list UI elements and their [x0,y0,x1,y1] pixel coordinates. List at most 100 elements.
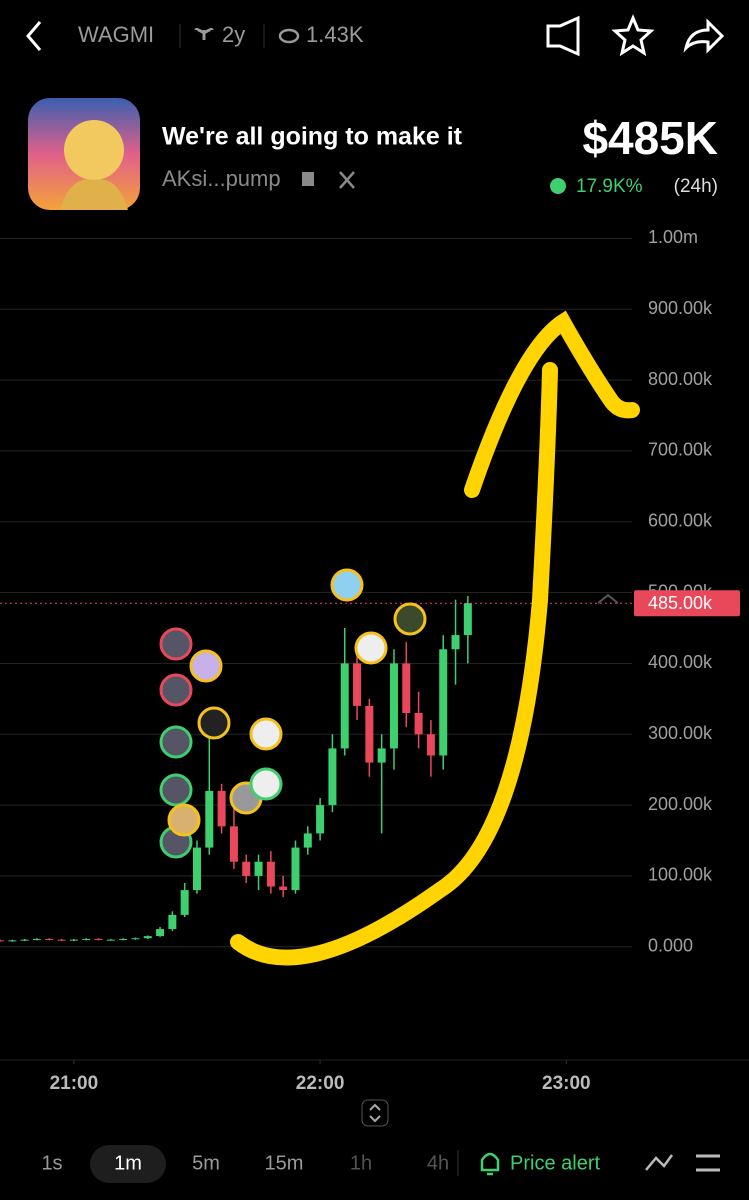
trader-marker [159,725,193,759]
candle-body [69,939,78,941]
trader-marker [330,568,364,602]
interval-option[interactable]: 1s [41,1152,62,1174]
candle-body [340,663,349,749]
token-name: We're all going to make it [162,123,463,151]
age: 2y [222,22,245,47]
expand-button[interactable] [361,1099,389,1127]
candle-body [291,847,300,891]
y-tick-label: 200.00k [648,794,713,814]
candle-body [180,890,189,915]
y-tick-label: 600.00k [648,511,713,531]
candle-body [119,938,128,940]
bell-icon [480,1152,500,1176]
candle-body [439,649,448,756]
eye-icon [278,28,300,44]
avatar-body [60,179,128,210]
y-tick-label: 400.00k [648,652,713,672]
candle-body [328,748,337,806]
price-alert[interactable]: Price alert [510,1152,600,1174]
announce-button[interactable] [546,15,580,57]
candle-body [156,929,165,937]
collapse-icon [597,593,619,604]
candle-body [353,663,362,706]
age-icon [194,27,214,40]
candle-body [168,914,177,930]
x-icon[interactable] [339,171,355,189]
interval-option[interactable]: 1m [114,1152,142,1174]
candle-body [365,705,374,763]
indicator-button[interactable] [645,1154,674,1171]
trader-marker [189,649,223,683]
back-button[interactable] [26,21,42,51]
interval-option[interactable]: 5m [192,1152,220,1174]
share-button[interactable] [683,18,725,54]
settings-button[interactable] [696,1154,720,1172]
copy-icon[interactable] [302,172,314,186]
candle-body [254,861,263,876]
candle-body [402,663,411,713]
candle-body [205,790,214,848]
change-period: (24h) [674,176,718,197]
trader-marker [159,673,193,707]
candle-body [451,635,460,650]
candle-body [32,938,41,940]
interval-option[interactable]: 15m [265,1152,304,1174]
current-price-label: 485.00k [648,593,713,613]
x-tick-label: 22:00 [296,1073,345,1094]
expand-icon [369,1103,381,1123]
candle-body [106,939,115,941]
candle-body [414,713,423,735]
candle-body [45,938,54,940]
toolbar: 1s 1m 5m 15m 1h 4h [41,1145,449,1183]
candle-body [143,936,152,939]
trader-marker [167,803,201,837]
trader-marker [249,717,283,751]
trader-marker [159,773,193,807]
candle-body [57,939,66,941]
candle-body [426,734,435,756]
candle-body [82,938,91,940]
token-handle: AKsi...pump [162,166,281,191]
y-tick-label: 300.00k [648,723,713,743]
chart: 0.000100.00k200.00k300.00k400.00k500.00k… [0,227,740,1094]
interval-option[interactable]: 1h [350,1152,372,1174]
candle-body [316,805,325,834]
candle-body [266,861,275,887]
trader-marker [197,706,231,740]
candle-body [94,938,103,940]
interval-option[interactable]: 4h [427,1152,449,1174]
symbol: WAGMI [78,22,154,47]
trader-marker [354,631,388,665]
annotation-arrow [230,310,640,966]
y-tick-label: 700.00k [648,440,713,460]
x-tick-label: 21:00 [50,1073,99,1094]
current-price-tag [634,590,740,617]
y-tick-label: 1.00m [648,227,698,247]
avatar-face [64,120,124,180]
y-tick-label: 0.000 [648,936,693,956]
active-interval [90,1145,166,1183]
trader-marker [159,627,193,661]
trader-marker [393,602,427,636]
candle-body [229,826,238,862]
candle-body [0,940,4,942]
x-tick-label: 23:00 [542,1073,591,1094]
star-button[interactable] [611,14,655,57]
trader-markers [159,568,427,859]
token-price: $485K [582,112,718,164]
candle-body [131,938,140,940]
y-tick-label: 800.00k [648,369,713,389]
price-change: 17.9K% [576,176,643,197]
candle-body [20,939,29,941]
y-tick-label: 900.00k [648,298,713,318]
candle-body [192,847,201,891]
change-icon [550,178,566,194]
candle-body [217,790,226,827]
candle-body [8,940,17,942]
candle-body [242,861,251,876]
candle-body [389,663,398,749]
candle-body [377,748,386,763]
candle-body [303,833,312,848]
